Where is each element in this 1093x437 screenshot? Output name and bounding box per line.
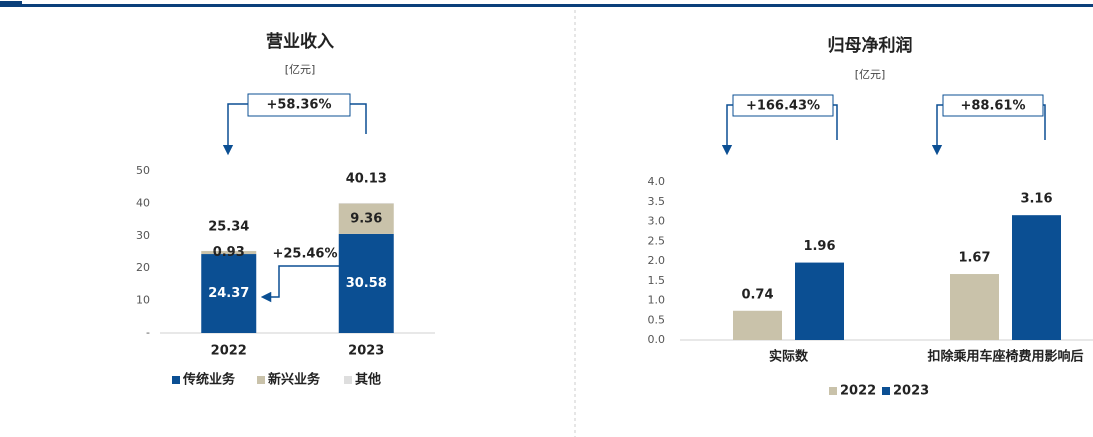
bar-segment [338,202,394,204]
top-rule [0,4,1093,7]
legend-swatch [344,376,352,384]
data-label: 0.74 [741,287,773,302]
annotation-box [247,93,351,117]
chart-title: 营业收入 [266,31,334,52]
bar [1012,215,1061,340]
x-tick-label: 2023 [348,344,384,359]
data-label: 1.96 [803,239,835,254]
y-tick-label: 3.5 [648,195,666,208]
y-tick-label: 2.5 [648,234,666,247]
legend-swatch [882,387,890,395]
chart-title: 归母净利润 [828,35,913,56]
bar [733,310,782,340]
y-tick-label: 10 [136,294,150,307]
data-label: 3.16 [1020,192,1052,207]
y-tick-label: 50 [136,164,150,177]
annotation: +25.46% [272,247,337,262]
annotation-box [942,94,1044,117]
data-label: 9.36 [350,211,382,226]
legend-label: 2023 [893,384,929,399]
legend-swatch [257,376,265,384]
y-tick-label: 1.0 [648,294,666,307]
y-tick-label: 3.0 [648,215,666,228]
total-label: 25.34 [208,219,249,234]
y-tick-label: 4.0 [648,175,666,188]
y-tick-label: 0.5 [648,313,666,326]
y-tick-label: 2.0 [648,254,666,267]
legend-label: 新兴业务 [268,372,321,388]
data-label: 1.67 [958,251,990,266]
chart-subtitle: [亿元] [285,63,316,76]
data-label: 0.93 [213,245,245,260]
legend-label: 2022 [840,384,876,399]
x-tick-label: 2022 [211,344,247,359]
annotation-box [732,94,834,117]
legend-label: 传统业务 [182,372,236,388]
total-label: 40.13 [346,171,387,186]
annotation: +166.43% [746,99,820,114]
bar-segment [201,254,257,333]
chart-subtitle: [亿元] [855,68,886,81]
bar-segment [338,203,394,234]
legend-swatch [829,387,837,395]
bar [950,274,999,340]
annotation: +58.36% [266,98,331,113]
y-tick-label: 30 [136,229,150,242]
data-label: 24.37 [208,286,249,301]
y-tick-label: 1.5 [648,274,666,287]
y-tick-label: 20 [136,261,150,274]
annotation: +88.61% [960,99,1025,114]
y-tick-label: - [146,326,150,339]
corner-mark [0,1,22,4]
bar-segment [338,233,394,333]
legend-swatch [172,376,180,384]
data-label: 30.58 [346,276,387,291]
bar-segment [201,251,257,255]
legend-label: 其他 [355,372,381,388]
x-tick-label: 实际数 [769,349,809,365]
x-tick-label: 扣除乘用车座椅费用影响后 [927,349,1083,365]
arrows [222,103,1046,303]
y-tick-label: 0.0 [648,333,666,346]
y-tick-label: 40 [136,196,150,209]
bar [795,262,844,340]
